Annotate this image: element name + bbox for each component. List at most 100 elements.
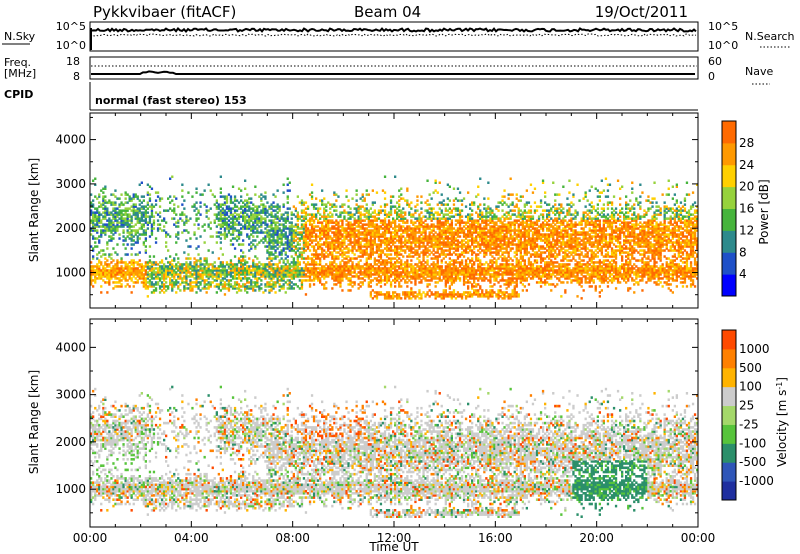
power-cell	[319, 207, 322, 210]
power-cell	[473, 201, 476, 204]
power-cell	[389, 273, 393, 276]
power-cell	[290, 255, 293, 258]
power-cell	[191, 269, 194, 272]
power-cell	[240, 255, 243, 258]
power-cell	[274, 227, 277, 230]
power-cell	[296, 271, 299, 274]
power-cell	[442, 253, 445, 256]
power-cell	[296, 231, 299, 234]
power-cell	[106, 281, 109, 284]
power-cell	[110, 253, 113, 256]
power-cell	[414, 291, 417, 294]
power-cell	[225, 275, 229, 278]
power-cell	[268, 225, 271, 228]
power-cell	[169, 265, 172, 268]
power-cell	[270, 265, 273, 268]
power-cell	[292, 259, 295, 262]
power-cell	[310, 261, 314, 264]
power-cell	[252, 209, 255, 212]
power-cell	[296, 225, 299, 228]
power-cell	[471, 243, 474, 246]
power-cell	[375, 191, 379, 194]
power-cell	[430, 237, 433, 240]
power-cell	[477, 245, 480, 248]
power-cell	[347, 231, 350, 234]
power-cell	[367, 275, 370, 278]
power-cell	[331, 277, 334, 280]
power-cell	[221, 269, 224, 272]
power-cell	[347, 225, 350, 228]
power-cell	[438, 219, 441, 222]
power-cell	[414, 233, 417, 236]
power-cell	[292, 269, 295, 272]
power-cell	[355, 207, 358, 210]
power-cell	[343, 229, 346, 232]
power-cell	[100, 225, 103, 228]
power-cell	[446, 231, 449, 234]
power-cell	[254, 267, 257, 270]
power-cell	[475, 277, 478, 280]
power-cell	[98, 215, 101, 218]
power-cell	[428, 249, 431, 252]
power-cell	[152, 269, 156, 272]
power-cell	[242, 257, 245, 260]
power-cell	[450, 233, 453, 236]
power-cell	[130, 229, 133, 232]
power-cell	[282, 227, 285, 230]
power-cell	[379, 275, 383, 278]
power-cell	[448, 271, 451, 274]
power-cell	[371, 267, 374, 270]
power-cell	[375, 251, 379, 254]
power-cell	[300, 281, 304, 284]
power-cell	[126, 217, 129, 220]
power-cell	[371, 241, 374, 244]
power-cell	[438, 243, 441, 246]
power-cell	[473, 263, 476, 266]
power-cell	[229, 195, 233, 198]
power-cell	[353, 243, 356, 246]
power-cell	[302, 245, 306, 248]
power-cell	[341, 253, 344, 256]
power-cell	[237, 259, 241, 262]
power-cell	[104, 207, 107, 210]
power-cell	[333, 239, 336, 242]
power-cell	[448, 273, 451, 276]
power-cell	[389, 281, 393, 284]
power-cell	[414, 217, 417, 220]
power-cell	[94, 281, 97, 284]
power-cell	[122, 219, 125, 222]
power-cell	[112, 267, 115, 270]
power-cell	[312, 263, 316, 266]
power-cell	[414, 279, 417, 282]
power-cell	[90, 213, 93, 216]
power-cell	[418, 269, 421, 272]
power-cell	[306, 269, 310, 272]
power-cell	[373, 263, 376, 266]
power-cell	[288, 273, 291, 276]
power-cell	[321, 229, 324, 232]
power-cell	[128, 271, 131, 274]
power-cell	[112, 237, 115, 240]
power-cell	[294, 265, 297, 268]
power-cell	[189, 289, 192, 292]
power-cell	[122, 203, 125, 206]
power-cell	[359, 247, 362, 250]
power-cell	[345, 273, 348, 276]
power-cell	[286, 243, 289, 246]
power-cell	[195, 187, 198, 190]
power-cell	[116, 211, 119, 214]
power-cell	[282, 225, 285, 228]
power-cell	[158, 199, 162, 202]
power-cell	[422, 231, 425, 234]
power-cell	[347, 271, 350, 274]
power-cell	[412, 277, 415, 280]
power-cell	[389, 275, 393, 278]
power-cell	[404, 199, 407, 202]
power-cell	[312, 245, 316, 248]
power-cell	[422, 263, 425, 266]
power-cell	[345, 189, 348, 192]
power-cell	[414, 295, 417, 298]
power-cell	[473, 239, 476, 242]
power-cell	[315, 225, 318, 228]
power-cell	[467, 285, 470, 288]
